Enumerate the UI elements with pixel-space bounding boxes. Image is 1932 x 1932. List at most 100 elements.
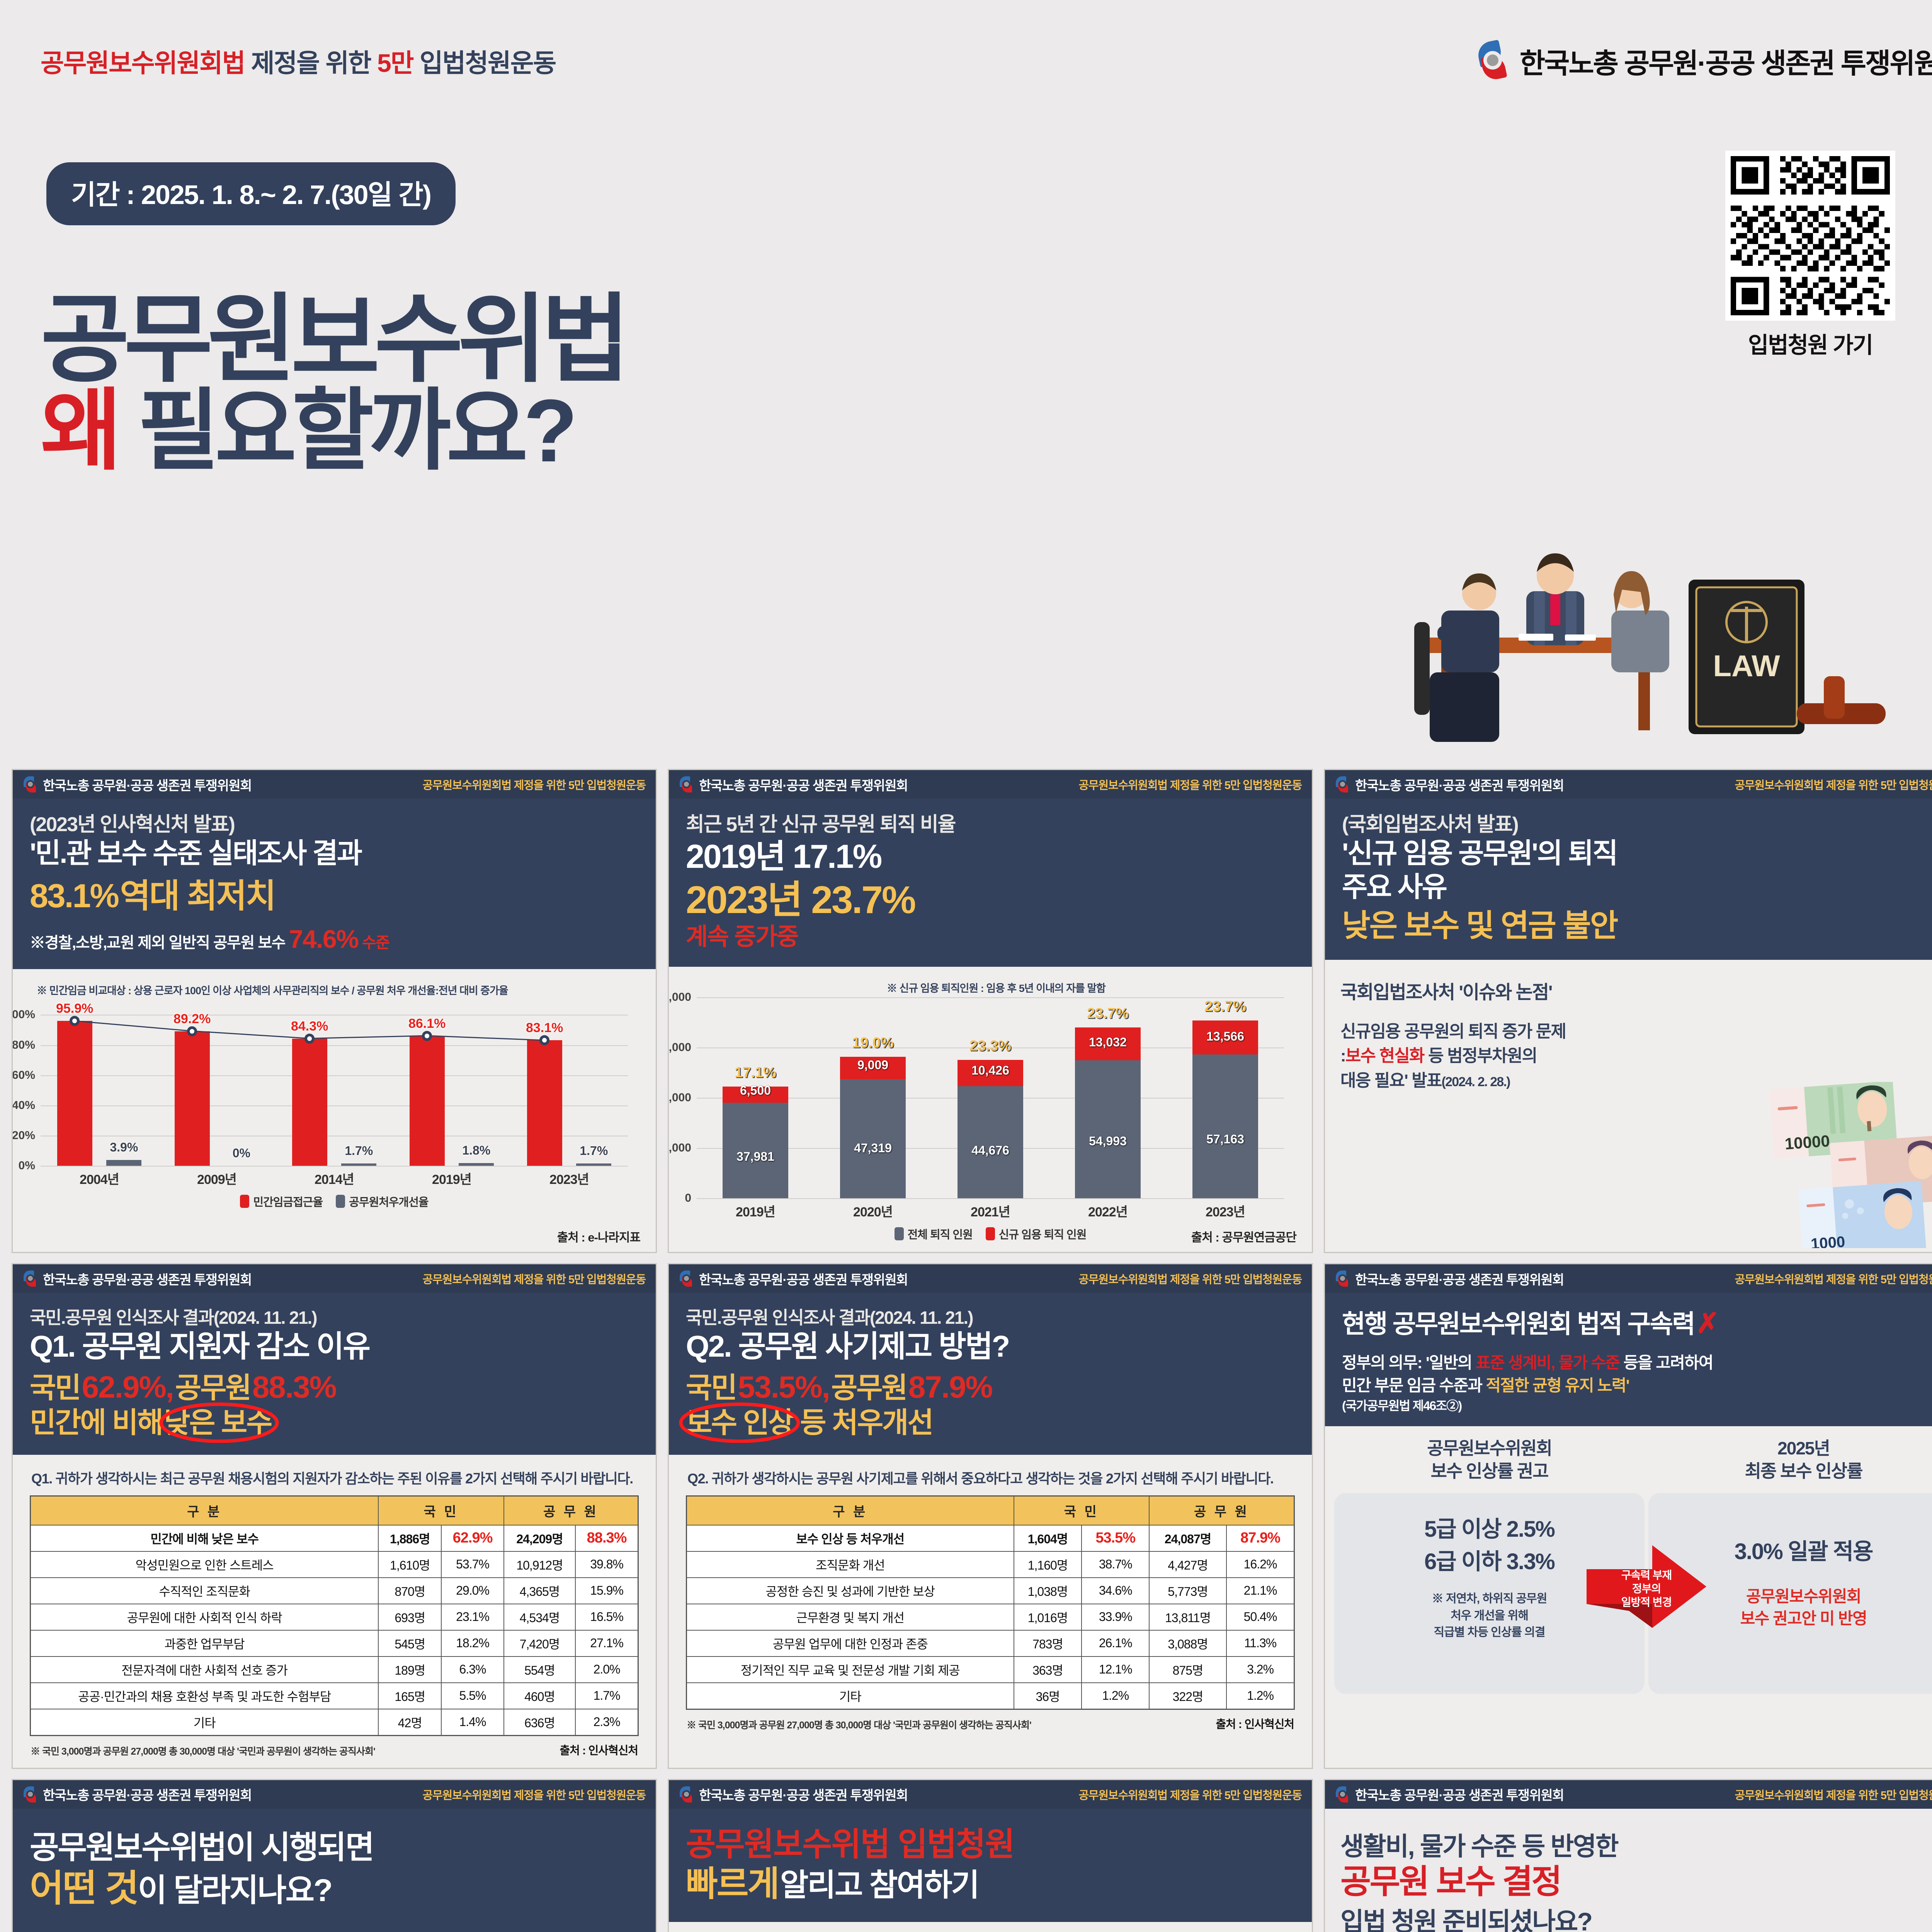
card9-line3: 입법 청원 준비되셨나요? xyxy=(1340,1907,1593,1932)
card4-line2b-text: 낮은 보수 xyxy=(164,1406,272,1439)
card1-note-prefix: ※경찰,소방,교원 제외 일반직 공무원 보수 xyxy=(30,934,286,952)
y-tick-label: 100% xyxy=(12,1008,35,1021)
chart2-source: 출처 : 공무원연금공단 xyxy=(1191,1231,1297,1245)
table-row: 공정한 승진 및 성과에 기반한 보상 1,038명 34.6% 5,773명 21.1… xyxy=(686,1577,1295,1604)
y-tick-label: 40% xyxy=(12,1099,35,1112)
card-org-label: 한국노총 공무원·공공 생존권 투쟁위원회 xyxy=(43,1272,252,1287)
card5-line2a-text: 보수 인상 xyxy=(686,1406,794,1439)
card-q1-applicant-decline: 한국노총 공무원·공공 생존권 투쟁위원회 공무원보수위원회법 제정을 위한 5… xyxy=(12,1263,657,1769)
ribbon-red-2: 5만 xyxy=(377,49,414,77)
qr-code-icon[interactable] xyxy=(1725,151,1895,321)
cmp-left-big1: 5급 이상 2.5% xyxy=(1424,1517,1555,1542)
y-tick-label: 20% xyxy=(12,1129,35,1142)
gridline xyxy=(41,1045,628,1046)
legend-item: 신규 임용 퇴직 인원 xyxy=(985,1226,1087,1242)
legend-item: 전체 퇴직 인원 xyxy=(894,1226,973,1242)
cell-official-pct: 1.7% xyxy=(575,1682,639,1709)
cell-official-count: 7,420명 xyxy=(503,1629,576,1657)
cell-citizen-pct: 1.2% xyxy=(1081,1682,1150,1710)
cell-citizen-pct: 34.6% xyxy=(1081,1577,1150,1604)
card3-head: (국회입법조사처 발표) '신규 임용 공무원'의 퇴직 주요 사유 낮은 보수… xyxy=(1325,799,1932,960)
bar-label-total: 54,993 xyxy=(1089,1134,1127,1148)
bar-label-pct: 23.7% xyxy=(1087,1005,1129,1022)
organization-name: 한국노총 공무원·공공 생존권 투쟁위원회 xyxy=(1519,48,1932,79)
federation-logo-icon xyxy=(1476,39,1511,82)
card-org-label: 한국노총 공무원·공공 생존권 투쟁위원회 xyxy=(1355,1272,1564,1287)
card-campaign-label: 공무원보수위원회법 제정을 위한 5만 입법청원운동 xyxy=(1735,1789,1932,1802)
cell-citizen-count: 1,016명 xyxy=(1013,1603,1082,1631)
y-tick-label: 60,000 xyxy=(668,1041,691,1054)
bar-zone: 37,981 6,500 17.1% 47,319 9,009 19.0% 44,676 10… xyxy=(697,997,1284,1199)
cell-citizen-pct: 1.4% xyxy=(441,1708,504,1736)
cell-official-count: 5,773명 xyxy=(1149,1577,1227,1604)
card-campaign-label: 공무원보수위원회법 제정을 위한 5만 입법청원운동 xyxy=(1735,779,1932,792)
x-tick-label: 2019년 xyxy=(432,1172,472,1187)
cell-official-count: 4,427명 xyxy=(1149,1551,1227,1578)
cell-citizen-count: 1,160명 xyxy=(1013,1551,1082,1578)
cell-official-count: 554명 xyxy=(503,1656,576,1683)
card6-duty-prefix: 정부의 의무: '일반의 xyxy=(1342,1354,1473,1372)
table-row: 공공·민간과의 채용 호환성 부족 및 과도한 수험부담 165명 5.5% 460명… xyxy=(30,1682,639,1709)
card3-line2: 주요 사유 xyxy=(1342,871,1447,903)
chart2-note: ※ 신규 임용 퇴직인원 : 임용 후 5년 이내의 자를 말함 xyxy=(887,983,1106,995)
card9-line1: 생활비, 물가 수준 등 반영한 xyxy=(1340,1832,1619,1861)
card7-head-l1: 공무원보수위법이 시행되면 xyxy=(30,1830,374,1865)
federation-logo-icon xyxy=(23,1270,38,1287)
col-officials: 공 무 원 xyxy=(1149,1495,1295,1526)
card-topbar: 한국노총 공무원·공공 생존권 투쟁위원회 공무원보수위원회법 제정을 위한 5… xyxy=(669,1264,1312,1293)
cmp-left-title: 공무원보수위원회 보수 인상률 권고 xyxy=(1427,1438,1553,1481)
bar-private xyxy=(409,1036,445,1166)
card5-foot-source: 출처 : 인사혁신처 xyxy=(1216,1718,1294,1731)
bar-label-total: 37,981 xyxy=(736,1150,774,1164)
bar-group: 44,676 10,426 23.3% xyxy=(932,997,1049,1199)
cell-official-count: 322명 xyxy=(1149,1682,1227,1710)
card3-body-rest: 등 범정부차원의 xyxy=(1428,1046,1537,1066)
cell-official-count: 4,365명 xyxy=(503,1577,576,1604)
bar-label-private: 86.1% xyxy=(408,1016,446,1031)
legend-label: 민간임금접근율 xyxy=(253,1196,323,1209)
gridline xyxy=(41,1105,628,1106)
bar-label-private: 83.1% xyxy=(526,1020,563,1036)
cell-official-count: 4,534명 xyxy=(503,1603,576,1631)
x-tick-label: 2023년 xyxy=(1206,1205,1245,1220)
card-topbar: 한국노총 공무원·공공 생존권 투쟁위원회 공무원보수위원회법 제정을 위한 5… xyxy=(669,1780,1312,1809)
hero-qr-block[interactable]: 입법청원 가기 xyxy=(1725,151,1895,359)
grid-row-3: 한국노총 공무원·공공 생존권 투쟁위원회 공무원보수위원회법 제정을 위한 5… xyxy=(0,1779,1932,1932)
cell-label: 공공·민간과의 채용 호환성 부족 및 과도한 수험부담 xyxy=(30,1682,379,1709)
x-mark-icon: ✗ xyxy=(1696,1308,1719,1339)
cell-official-pct: 16.2% xyxy=(1226,1551,1295,1578)
table-row: 민간에 비해 낮은 보수 1,886명 62.9% 24,209명 88.3% xyxy=(30,1524,639,1552)
card4-stat-red1: 62.9%, xyxy=(82,1369,174,1404)
bar-group: 84.3% 1.7% xyxy=(276,1000,393,1166)
bar-total-retirees xyxy=(1075,1060,1141,1199)
table-row: 조직문화 개선 1,160명 38.7% 4,427명 16.2% xyxy=(686,1551,1295,1578)
cell-citizen-pct: 18.2% xyxy=(441,1629,504,1657)
cell-official-pct: 1.2% xyxy=(1226,1682,1295,1710)
cell-label: 기타 xyxy=(686,1682,1014,1710)
ribbon-navy-2: 입법청원운동 xyxy=(419,49,556,77)
table-row: 보수 인상 등 처우개선 1,604명 53.5% 24,087명 87.9% xyxy=(686,1524,1295,1552)
card6-headline: 현행 공무원보수위원회 법적 구속력 xyxy=(1342,1310,1696,1338)
gridline xyxy=(41,1166,628,1167)
federation-logo-icon xyxy=(23,776,38,793)
card4-line2b: 낮은 보수 xyxy=(159,1402,279,1443)
table-row: 공무원 업무에 대한 인정과 존중 783명 26.1% 3,088명 11.3% xyxy=(686,1629,1295,1657)
ribbon-navy-1: 제정을 위한 xyxy=(251,49,372,77)
cell-citizen-count: 189명 xyxy=(378,1656,442,1683)
cell-official-pct: 11.3% xyxy=(1226,1629,1295,1657)
card1-note-value: 74.6% xyxy=(289,925,359,954)
cell-citizen-pct: 53.7% xyxy=(441,1551,504,1578)
cell-citizen-pct: 23.1% xyxy=(441,1603,504,1631)
chart1-source: 출처 : e-나라지표 xyxy=(557,1231,641,1245)
card5-head: 국민.공무원 인식조사 결과(2024. 11. 21.) Q2. 공무원 사기… xyxy=(669,1293,1312,1455)
cmp-left-big2: 6급 이하 3.3% xyxy=(1424,1549,1555,1575)
bar-total-retirees xyxy=(722,1103,789,1199)
card6-duty-l2a: 민간 부문 임금 수준과 xyxy=(1342,1376,1483,1395)
card-what-changes: 한국노총 공무원·공공 생존권 투쟁위원회 공무원보수위원회법 제정을 위한 5… xyxy=(12,1779,657,1932)
card1-body: ※ 민간임금 비교대상 : 상용 근로자 100인 이상 사업체의 사무관리직의… xyxy=(13,969,656,1252)
card5-line2b: 등 처우개선 xyxy=(800,1406,934,1439)
cell-official-pct: 88.3% xyxy=(575,1524,639,1552)
card-legal-binding: 한국노총 공무원·공공 생존권 투쟁위원회 공무원보수위원회법 제정을 위한 5… xyxy=(1324,1263,1932,1769)
card-org-label: 한국노총 공무원·공공 생존권 투쟁위원회 xyxy=(699,778,908,793)
